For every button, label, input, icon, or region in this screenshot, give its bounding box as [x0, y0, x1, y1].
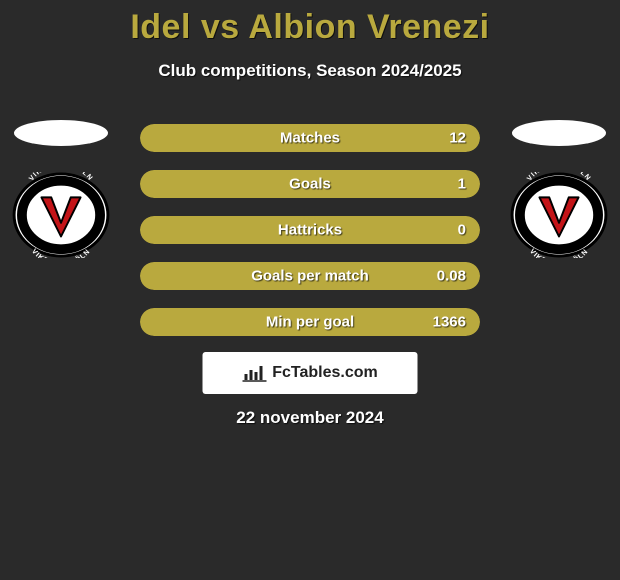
stats-panel: Matches 12 Goals 1 Hattricks 0 Goals per match…: [140, 124, 480, 354]
stat-label: Goals: [289, 176, 331, 193]
watermark: FcTables.com: [203, 352, 418, 394]
stat-row: Goals 1: [140, 170, 480, 198]
page-title: Idel vs Albion Vrenezi: [0, 0, 620, 47]
page-root: Idel vs Albion Vrenezi Club competitions…: [0, 0, 620, 580]
stat-label: Min per goal: [266, 314, 354, 331]
stat-label: Hattricks: [278, 222, 342, 239]
stat-value: 0: [458, 222, 466, 239]
club-right: 1904 VIKTORIA KÖLN VIKTORIA KÖLN: [504, 120, 614, 258]
stat-value: 12: [449, 130, 466, 147]
player-ellipse-right: [512, 120, 606, 146]
stat-label: Matches: [280, 130, 340, 147]
stat-value: 0.08: [437, 268, 466, 285]
stat-row: Matches 12: [140, 124, 480, 152]
stat-row: Goals per match 0.08: [140, 262, 480, 290]
date-text: 22 november 2024: [0, 408, 620, 428]
svg-text:1904: 1904: [51, 178, 71, 188]
page-subtitle: Club competitions, Season 2024/2025: [0, 61, 620, 81]
watermark-text: FcTables.com: [272, 364, 378, 382]
club-left: 1904 VIKTORIA KÖLN VIKTORIA KÖLN: [6, 120, 116, 258]
stat-label: Goals per match: [251, 268, 369, 285]
club-badge-left: 1904 VIKTORIA KÖLN VIKTORIA KÖLN: [12, 172, 110, 258]
stat-row: Hattricks 0: [140, 216, 480, 244]
stat-row: Min per goal 1366: [140, 308, 480, 336]
stat-value: 1366: [433, 314, 466, 331]
bar-chart-icon: [242, 364, 266, 382]
player-ellipse-left: [14, 120, 108, 146]
club-badge-right: 1904 VIKTORIA KÖLN VIKTORIA KÖLN: [510, 172, 608, 258]
svg-text:1904: 1904: [549, 178, 569, 188]
stat-value: 1: [458, 176, 466, 193]
